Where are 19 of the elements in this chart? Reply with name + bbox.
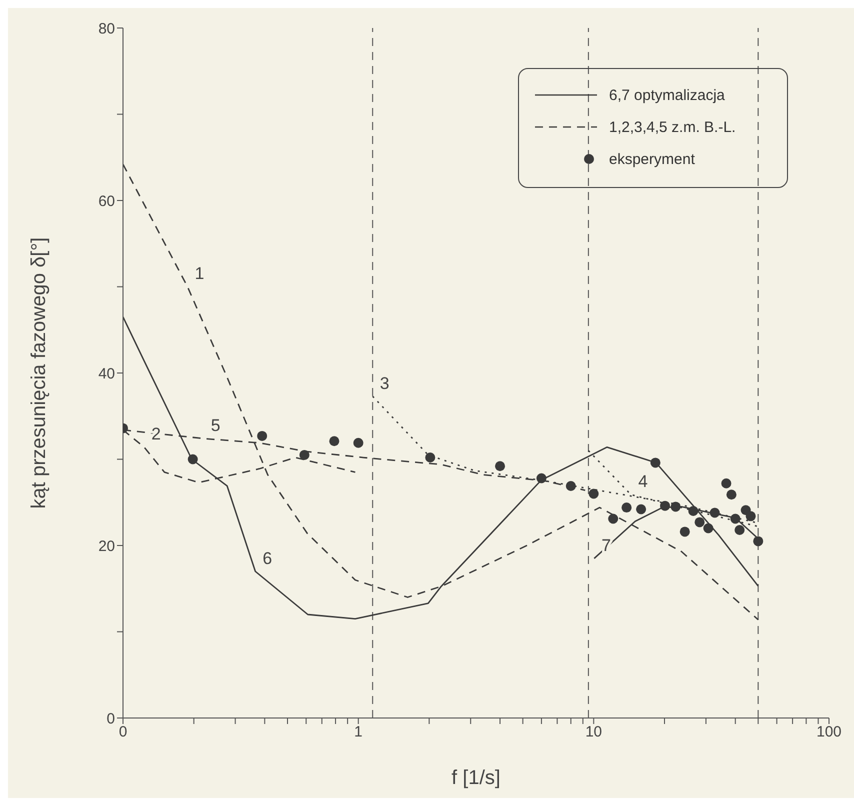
- annotation: 6: [262, 548, 272, 568]
- legend-label: eksperyment: [609, 150, 695, 168]
- x-tick-label: 10: [585, 724, 602, 741]
- x-tick-label: 0: [118, 724, 128, 741]
- annotation: 4: [638, 472, 648, 492]
- x-tick-label: 1: [354, 724, 363, 741]
- y-tick-label: 20: [98, 538, 115, 555]
- legend-label: 6,7 optymalizacja: [609, 86, 725, 104]
- y-tick-label: 40: [98, 365, 115, 382]
- y-axis-title: kąt przesunięcia fazowego δ[°]: [28, 237, 50, 509]
- annotation: 3: [380, 374, 390, 393]
- legend-label: 1,2,3,4,5 z.m. B.-L.: [609, 118, 736, 136]
- y-tick-label: 60: [98, 192, 115, 210]
- annotation: 5: [210, 416, 220, 436]
- y-tick-label: 80: [98, 20, 115, 38]
- x-axis-title: f [1/s]: [452, 767, 500, 789]
- annotation: 1: [194, 264, 204, 284]
- x-tick-label: 100: [816, 724, 842, 741]
- y-tick-label: 0: [106, 710, 115, 728]
